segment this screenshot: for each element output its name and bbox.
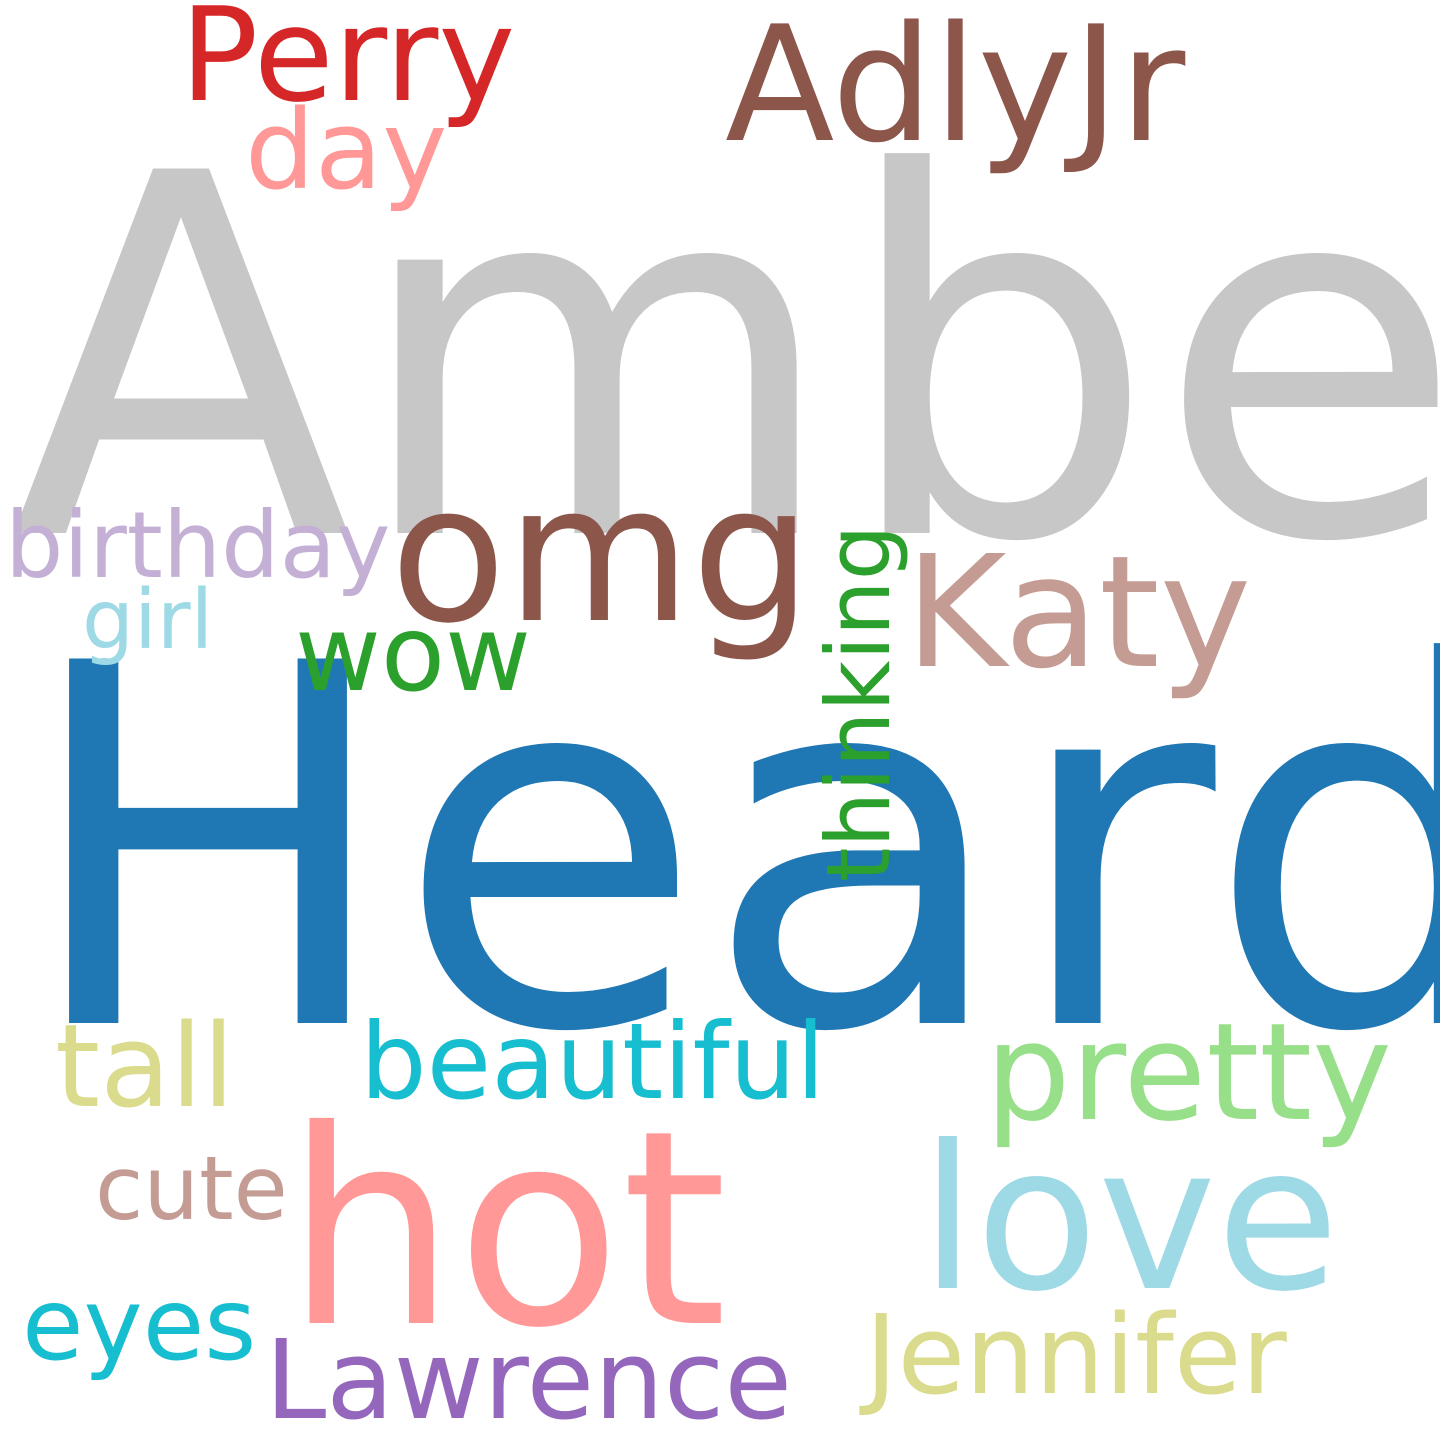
word-lawrence: Lawrence	[265, 1325, 792, 1435]
word-katy: Katy	[905, 535, 1251, 690]
word-girl: girl	[82, 580, 213, 662]
word-eyes: eyes	[22, 1275, 256, 1375]
word-cute: cute	[95, 1145, 288, 1233]
word-adlyjr: AdlyJr	[725, 5, 1185, 165]
word-love: love	[920, 1120, 1339, 1320]
word-thinking: thinking	[815, 524, 903, 882]
word-tall: tall	[55, 1010, 234, 1125]
word-wow: wow	[295, 602, 531, 707]
word-day: day	[245, 95, 447, 205]
word-jennifer: Jennifer	[865, 1300, 1287, 1410]
